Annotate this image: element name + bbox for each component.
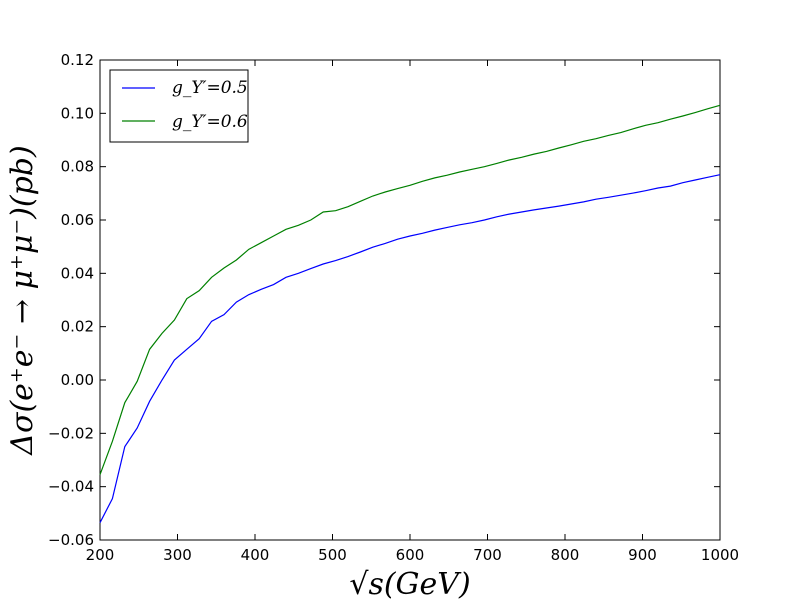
x-tick-label: 800 — [551, 546, 580, 564]
series-lines — [99, 104, 721, 523]
x-tick-label: 300 — [163, 546, 192, 564]
y-axis-label: Δσ(e⁺e⁻ → μ⁺μ⁻)(pb) — [5, 145, 40, 455]
x-tick-label: 700 — [473, 546, 502, 564]
x-tick-label: 400 — [241, 546, 270, 564]
x-tick-label: 900 — [628, 546, 657, 564]
legend-label-series-1: g_Y′=0.5 — [172, 78, 248, 98]
legend-box — [109, 69, 249, 143]
y-tick-label: 0.02 — [61, 318, 94, 336]
y-tick-label: −0.04 — [48, 478, 94, 496]
legend: g_Y′=0.5 g_Y′=0.6 — [109, 69, 249, 143]
x-tick-label: 1000 — [701, 546, 739, 564]
series-line-1 — [99, 174, 721, 523]
y-tick-label: 0.10 — [61, 104, 94, 122]
x-tick-label: 200 — [86, 546, 115, 564]
y-tick-label: 0.00 — [61, 371, 94, 389]
y-tick-label: 0.04 — [61, 264, 94, 282]
y-tick-label: 0.06 — [61, 211, 94, 229]
legend-label-series-2: g_Y′=0.6 — [172, 112, 248, 132]
x-axis-label: √s(GeV) — [349, 567, 470, 600]
axis-ticks — [99, 59, 721, 541]
series-line-2 — [99, 104, 721, 475]
y-tick-label: −0.06 — [48, 531, 94, 549]
x-tick-labels: 200 300 400 500 600 700 800 900 1000 — [86, 546, 739, 564]
y-tick-label: 0.08 — [61, 158, 94, 176]
y-tick-labels: −0.06 −0.04 −0.02 0.00 0.02 0.04 0.06 0.08 0.10 0… — [48, 51, 94, 549]
x-tick-label: 500 — [318, 546, 347, 564]
y-tick-label: 0.12 — [61, 51, 94, 69]
y-tick-label: −0.02 — [48, 424, 94, 442]
x-tick-label: 600 — [396, 546, 425, 564]
